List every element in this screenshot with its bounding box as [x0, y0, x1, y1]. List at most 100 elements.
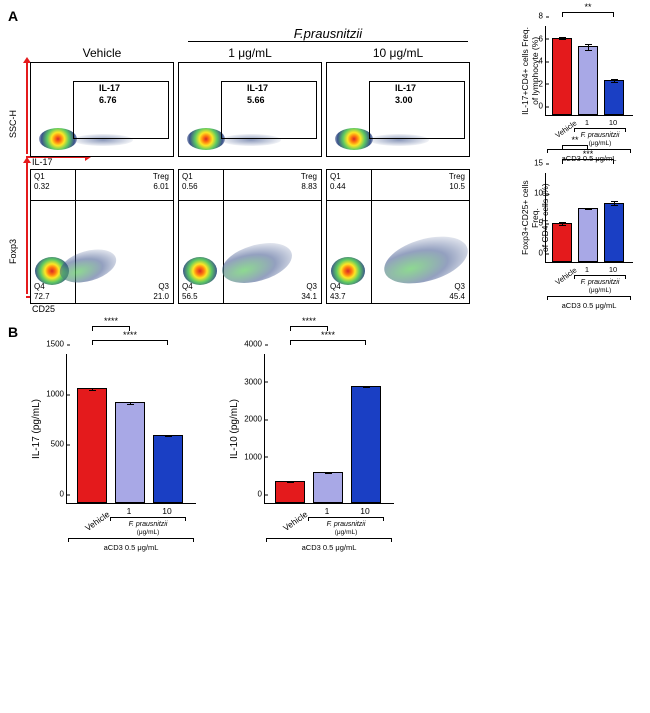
figure: A F.prausnitzii Vehicle 1 μg/mL 10 μg/mL…: [0, 0, 650, 560]
ytick: 8: [539, 12, 546, 21]
bar: [153, 435, 183, 503]
ytick: 3000: [244, 377, 265, 386]
facs-plot-treg: Q1 0.56 Treg 8.83 Q4 56.5 Q3 34.1: [178, 169, 322, 304]
sig-text: **: [571, 135, 578, 145]
quad-line: [223, 170, 224, 303]
xlabel: 10: [600, 118, 626, 127]
sub-label: F. prausnitzii: [574, 132, 626, 139]
gate-value: 6.76: [99, 95, 117, 105]
bar: [604, 203, 624, 262]
facs-plot-il17: IL-17 6.76: [30, 62, 174, 157]
quad-line: [371, 170, 372, 303]
density-blob: [187, 128, 225, 150]
sig-bracket: [562, 145, 588, 150]
q3-value: 34.1: [301, 292, 317, 301]
bar-il17-container: 02468IL-17+CD4+ cells Freq. of lymphocyt…: [517, 26, 642, 163]
treg-label: Treg: [449, 172, 465, 181]
error-bar: [92, 388, 93, 391]
xaxis-labels: Vehicle110 F. prausnitzii (μg/mL) aCD3 0…: [66, 506, 196, 552]
sig-text: ***: [583, 149, 594, 159]
gate-label: IL-17: [247, 83, 268, 93]
axis-ssc-h: SSC-H: [8, 110, 28, 138]
density-blob: [183, 257, 217, 285]
treg-label: Treg: [301, 172, 317, 181]
error-bar: [614, 201, 615, 206]
col-header-10ug: 10 μg/mL: [324, 46, 472, 60]
error-bar: [290, 481, 291, 483]
col-header-1ug: 1 μg/mL: [176, 46, 324, 60]
facs-plot-treg: Q1 0.32 Treg 6.01 Q4 72.7 Q3 21.0: [30, 169, 174, 304]
bar: [351, 386, 381, 503]
q3-value: 45.4: [449, 292, 465, 301]
facs-plot-treg: Q1 0.44 Treg 10.5 Q4 43.7 Q3 45.4: [326, 169, 470, 304]
sig-text: ****: [321, 330, 335, 340]
gate-label: IL-17: [99, 83, 120, 93]
q3-label: Q3: [454, 282, 465, 291]
ytick: 0: [258, 490, 265, 499]
bar-treg-container: 051015Foxp3+CD25+ cells Freq. of CD4 T c…: [517, 173, 642, 310]
gate-value: 3.00: [395, 95, 413, 105]
barchart-wrap: 01000200030004000IL-10 (pg/mL)********Ve…: [226, 354, 394, 552]
barchart: 051015Foxp3+CD25+ cells Freq. of CD4 T c…: [545, 173, 633, 263]
treg-value: 10.5: [449, 182, 465, 191]
q1-label: Q1: [34, 172, 45, 181]
q1-value: 0.56: [182, 182, 198, 191]
xlabel: 1: [110, 506, 148, 516]
panel-b: 050010001500IL-17 (pg/mL)********Vehicle…: [28, 354, 642, 552]
q3-value: 21.0: [153, 292, 169, 301]
density-blob: [56, 244, 120, 289]
error-bar: [130, 402, 131, 405]
sig-bracket: [290, 340, 366, 345]
axis-il17: IL-17: [28, 157, 472, 167]
axis-cd25: CD25: [28, 304, 472, 314]
sub-label: F. prausnitzii: [308, 521, 384, 528]
sub-label: F. prausnitzii: [574, 279, 626, 286]
density-blob: [39, 128, 77, 150]
quad-line: [327, 200, 469, 201]
gate-label: IL-17: [395, 83, 416, 93]
q4-label: Q4: [330, 282, 341, 291]
sig-text: **: [584, 2, 591, 12]
sig-bracket: [92, 340, 168, 345]
density-blob: [217, 236, 296, 290]
bar: [578, 46, 598, 115]
sub-unit: (μg/mL): [574, 287, 626, 294]
sub-unit: (μg/mL): [110, 529, 186, 536]
ylabel: Foxp3+CD25+ cells Freq. of CD4 T cells (…: [520, 173, 550, 263]
treatment-title: F.prausnitzii: [188, 26, 468, 42]
q4-value: 72.7: [34, 292, 50, 301]
gate-value: 5.66: [247, 95, 265, 105]
q1-value: 0.44: [330, 182, 346, 191]
panel-b-label: B: [8, 324, 18, 340]
q3-label: Q3: [306, 282, 317, 291]
barchart: 050010001500IL-17 (pg/mL)********: [66, 354, 196, 504]
bracket-icon: [547, 296, 631, 300]
il17-row: IL-17 6.76 IL-17 5.66 IL-17 3.00: [28, 60, 472, 159]
ytick: 15: [534, 159, 546, 168]
ytick: 2000: [244, 415, 265, 424]
q4-value: 43.7: [330, 292, 346, 301]
arrow-icon: [26, 162, 28, 294]
error-bar: [588, 44, 589, 51]
q1-value: 0.32: [34, 182, 50, 191]
bar: [552, 38, 572, 115]
col-header-vehicle: Vehicle: [28, 46, 176, 60]
bar: [275, 481, 305, 503]
q3-label: Q3: [158, 282, 169, 291]
ytick: 1500: [46, 340, 67, 349]
ytick: 1000: [244, 452, 265, 461]
xlabel: 1: [308, 506, 346, 516]
error-bar: [562, 37, 563, 40]
bar: [604, 80, 624, 115]
sig-bracket: [92, 326, 130, 331]
barchart: 02468IL-17+CD4+ cells Freq. of lymphocyt…: [545, 26, 633, 116]
sub-unit: (μg/mL): [308, 529, 384, 536]
xaxis-labels: Vehicle110 F. prausnitzii (μg/mL) aCD3 0…: [264, 506, 394, 552]
sig-bracket: [562, 159, 614, 164]
error-bar: [328, 472, 329, 474]
panel-a-label: A: [8, 8, 18, 24]
xaxis-labels: Vehicle110 F. prausnitzii (μg/mL) aCD3 0…: [545, 265, 633, 310]
quad-line: [75, 170, 76, 303]
q4-label: Q4: [182, 282, 193, 291]
density-blob: [331, 257, 365, 285]
